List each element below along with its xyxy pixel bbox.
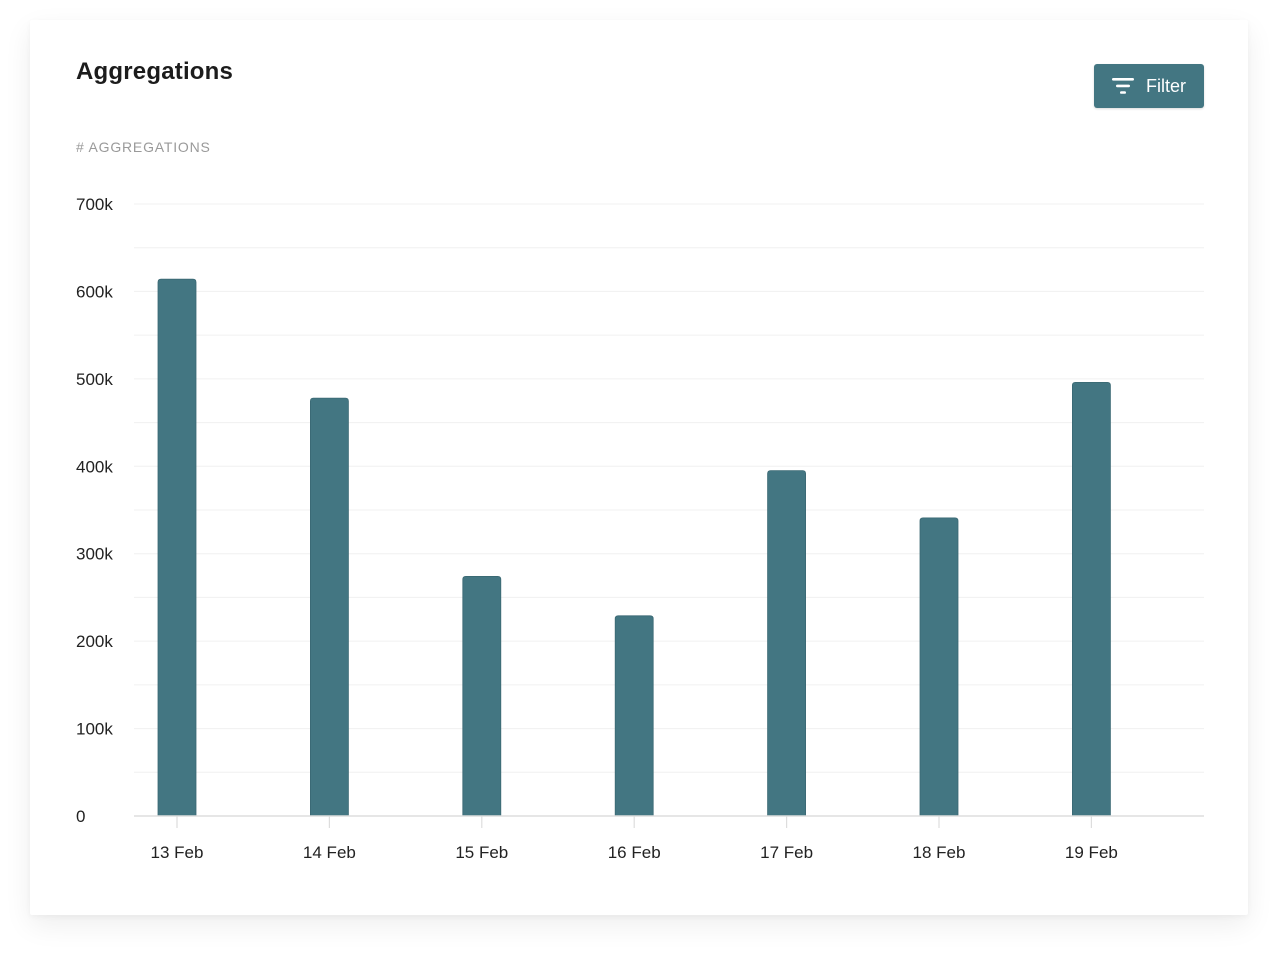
bars xyxy=(157,278,1111,817)
bar-18-feb[interactable] xyxy=(919,517,959,817)
y-tick-label: 0 xyxy=(76,807,85,826)
y-tick-label: 700k xyxy=(76,195,113,214)
x-tick-label: 18 Feb xyxy=(913,843,966,862)
x-tick-label: 15 Feb xyxy=(455,843,508,862)
y-axis-ticks: 0 100k 200k 300k 400k 500k 600k 700k xyxy=(76,195,113,826)
bar-14-feb[interactable] xyxy=(310,397,349,817)
bar-16-feb[interactable] xyxy=(614,615,654,817)
bar-15-feb[interactable] xyxy=(462,576,502,817)
y-tick-label: 200k xyxy=(76,632,113,651)
filter-button-label: Filter xyxy=(1146,75,1186,96)
gridlines xyxy=(134,203,1204,773)
bar-13-feb[interactable] xyxy=(157,278,197,817)
y-tick-label: 400k xyxy=(76,457,113,476)
y-tick-label: 100k xyxy=(76,720,113,739)
x-tick-label: 13 Feb xyxy=(151,843,204,862)
filter-icon xyxy=(1112,77,1134,95)
card-title: Aggregations xyxy=(76,58,234,85)
x-tick-label: 14 Feb xyxy=(303,843,356,862)
bar-19-feb[interactable] xyxy=(1072,381,1111,817)
y-axis-title: # AGGREGATIONS xyxy=(76,139,211,155)
x-tick-label: 16 Feb xyxy=(608,843,661,862)
y-tick-label: 600k xyxy=(76,282,113,301)
x-tick-label: 19 Feb xyxy=(1065,843,1118,862)
y-tick-label: 300k xyxy=(76,545,113,564)
x-tick-label: 17 Feb xyxy=(760,843,813,862)
filter-button[interactable]: Filter xyxy=(1094,64,1204,108)
x-axis-ticks: 13 Feb 14 Feb 15 Feb 16 Feb 17 Feb 18 Feb 19 F… xyxy=(151,816,1118,862)
bar-17-feb[interactable] xyxy=(767,470,806,817)
y-tick-label: 500k xyxy=(76,370,113,389)
